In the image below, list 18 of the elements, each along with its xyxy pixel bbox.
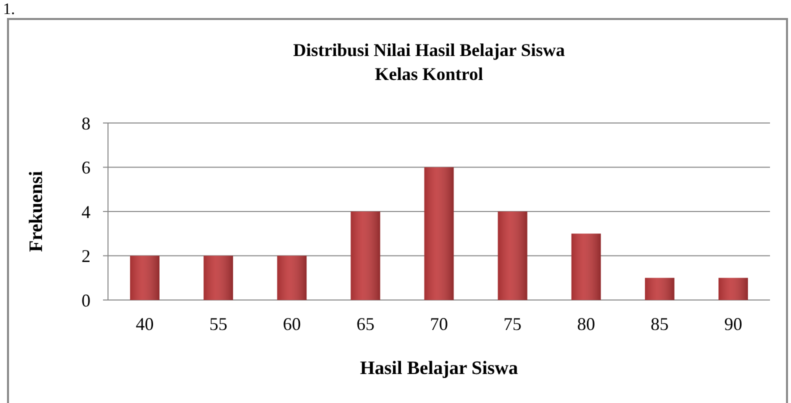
x-axis-title: Hasil Belajar Siswa	[360, 358, 518, 379]
chart-title: Distribusi Nilai Hasil Belajar Siswa Kelas Kontrol	[293, 40, 565, 84]
x-tick-label: 70	[430, 314, 448, 334]
y-tick-label: 8	[82, 113, 90, 134]
y-tick-label: 6	[82, 158, 90, 178]
x-tick-label: 75	[504, 314, 522, 334]
x-tick-label: 80	[577, 314, 596, 334]
x-tick-label: 40	[136, 314, 154, 334]
x-tick-label: 65	[356, 314, 374, 334]
x-tick-label: 60	[282, 314, 301, 334]
text: 1.	[3, 1, 15, 18]
y-tick-label: 0	[82, 290, 90, 310]
y-tick-label: 4	[82, 202, 90, 222]
x-tick-label: 90	[724, 314, 742, 334]
y-tick-label: 2	[82, 246, 90, 266]
x-tick-label: 55	[209, 314, 228, 334]
x-tick-label: 85	[650, 314, 669, 334]
y-axis-title: Frekuensi	[26, 171, 47, 252]
